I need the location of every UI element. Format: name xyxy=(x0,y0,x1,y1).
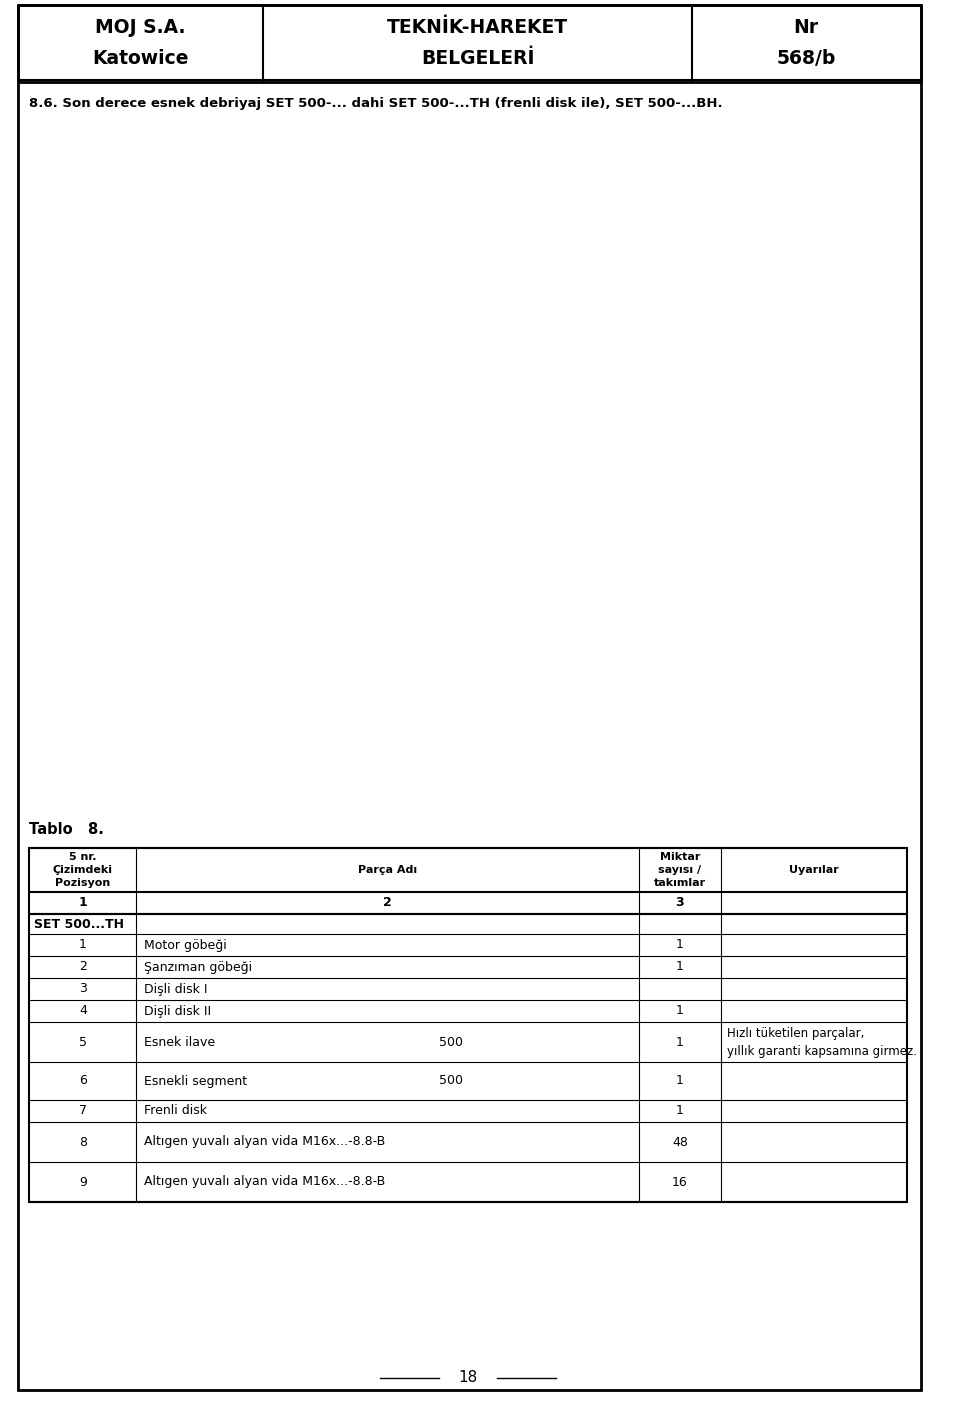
Text: 1: 1 xyxy=(676,939,684,951)
Text: SET 500...TH: SET 500...TH xyxy=(35,918,124,930)
Text: Şanzıman göbeği: Şanzıman göbeği xyxy=(144,961,252,974)
Text: 2: 2 xyxy=(383,897,392,909)
Text: Hızlı tüketilen parçalar,
yıllık garanti kapsamına girmez.: Hızlı tüketilen parçalar, yıllık garanti… xyxy=(728,1027,917,1058)
Text: Esnekli segment: Esnekli segment xyxy=(144,1075,248,1087)
Text: 3: 3 xyxy=(676,897,684,909)
Text: 500: 500 xyxy=(439,1035,463,1048)
Text: Uyarılar: Uyarılar xyxy=(789,866,839,875)
Text: 1: 1 xyxy=(79,897,87,909)
Text: Nr
568/b: Nr 568/b xyxy=(777,18,836,67)
Text: 4: 4 xyxy=(79,1005,86,1017)
Text: 48: 48 xyxy=(672,1135,688,1149)
Text: Altıgen yuvalı alyan vida M16x...-8.8-B: Altıgen yuvalı alyan vida M16x...-8.8-B xyxy=(144,1135,386,1149)
Text: Altıgen yuvalı alyan vida M16x...-8.8-B: Altıgen yuvalı alyan vida M16x...-8.8-B xyxy=(144,1176,386,1188)
Text: MOJ S.A.
Katowice: MOJ S.A. Katowice xyxy=(92,18,188,67)
Text: Frenli disk: Frenli disk xyxy=(144,1104,207,1118)
Text: 500: 500 xyxy=(439,1075,463,1087)
Text: 1: 1 xyxy=(676,961,684,974)
Text: TEKNİK-HAREKET
BELGELERİ: TEKNİK-HAREKET BELGELERİ xyxy=(387,18,568,67)
Text: 8.6. Son derece esnek debriyaj SET 500-... dahi SET 500-...TH (frenli disk ile),: 8.6. Son derece esnek debriyaj SET 500-.… xyxy=(29,97,723,109)
Text: Parça Adı: Parça Adı xyxy=(358,866,417,875)
Text: Esnek ilave: Esnek ilave xyxy=(144,1035,215,1048)
Text: Dişli disk I: Dişli disk I xyxy=(144,982,207,996)
Text: 2: 2 xyxy=(79,961,86,974)
Text: 8: 8 xyxy=(79,1135,86,1149)
Text: 9: 9 xyxy=(79,1176,86,1188)
Text: Miktar
sayısı /
takımlar: Miktar sayısı / takımlar xyxy=(654,852,706,888)
Text: 3: 3 xyxy=(79,982,86,996)
Text: Tablo   8.: Tablo 8. xyxy=(29,822,104,838)
Text: 1: 1 xyxy=(676,1035,684,1048)
Text: 7: 7 xyxy=(79,1104,86,1118)
Text: 1: 1 xyxy=(676,1104,684,1118)
Text: Dişli disk II: Dişli disk II xyxy=(144,1005,211,1017)
Text: 5: 5 xyxy=(79,1035,86,1048)
Text: 6: 6 xyxy=(79,1075,86,1087)
Text: 1: 1 xyxy=(79,939,86,951)
Text: 1: 1 xyxy=(676,1075,684,1087)
Text: 1: 1 xyxy=(676,1005,684,1017)
Text: 16: 16 xyxy=(672,1176,687,1188)
Text: Motor göbeği: Motor göbeği xyxy=(144,939,227,951)
Text: 18: 18 xyxy=(458,1371,477,1386)
Text: 5 nr.
Çizimdeki
Pozisyon: 5 nr. Çizimdeki Pozisyon xyxy=(53,852,113,888)
Bar xyxy=(29,847,906,1202)
